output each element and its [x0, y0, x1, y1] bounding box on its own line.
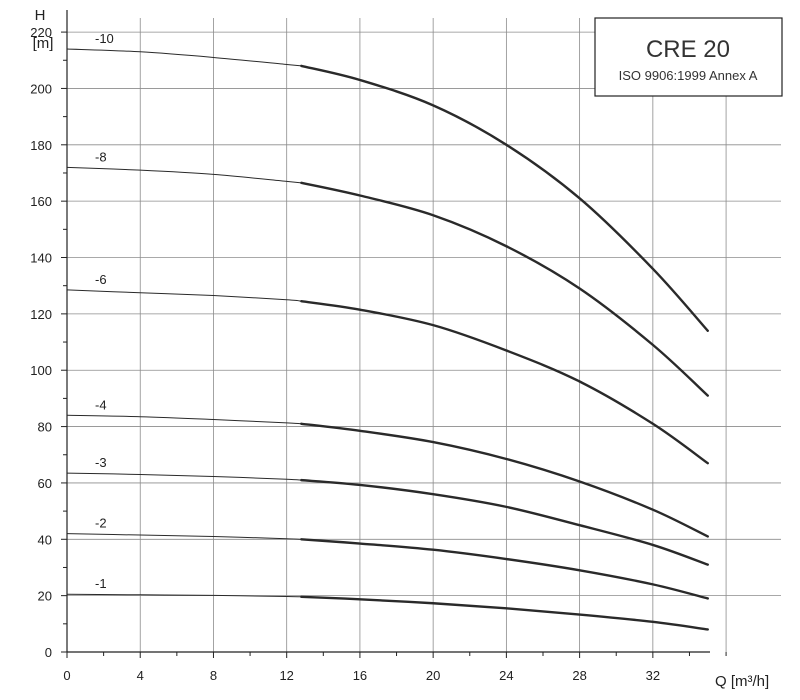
curve-label: -2: [95, 516, 107, 531]
curve-label: -4: [95, 397, 107, 412]
curve-label: -3: [95, 455, 107, 470]
y-tick-label: 40: [38, 532, 52, 547]
y-axis-unit: [m]: [33, 35, 54, 52]
curve-label: -6: [95, 272, 107, 287]
x-tick-label: 4: [137, 668, 144, 683]
y-tick-label: 180: [30, 138, 52, 153]
y-tick-label: 100: [30, 363, 52, 378]
x-axis-title: Q [m³/h]: [715, 673, 769, 690]
axes: H [m] Q [m³/h] 0 4 8 12 16 20 24 28 32 0 20 40 60 80 1…: [30, 7, 769, 690]
curves: -10 -8 -6 -4 -3 -2 -1: [66, 31, 709, 631]
y-tick-label: 120: [30, 307, 52, 322]
curve-line: [300, 478, 709, 566]
x-tick-label: 16: [353, 668, 367, 683]
y-tick-label: 200: [30, 81, 52, 96]
chart-title-box: CRE 20 ISO 9906:1999 Annex A: [594, 17, 783, 97]
grid: [67, 18, 781, 652]
y-tick-label: 60: [38, 476, 52, 491]
x-tick-label: 8: [210, 668, 217, 683]
curve-line-thin: [66, 472, 302, 481]
y-tick-label: 140: [30, 251, 52, 266]
x-tick-label: 0: [63, 668, 70, 683]
curve-label: -10: [95, 31, 114, 46]
y-tick-label: 220: [30, 25, 52, 40]
curve-label: -1: [95, 576, 107, 591]
curve-line: [300, 64, 709, 332]
curve-line-thin: [66, 289, 302, 302]
curve-line-thin: [66, 533, 302, 540]
y-tick-label: 160: [30, 194, 52, 209]
curve-line-thin: [66, 593, 302, 598]
curve-line: [300, 422, 709, 538]
curve-line: [300, 299, 709, 465]
chart-title: CRE 20: [646, 36, 730, 63]
curve-line: [300, 595, 709, 631]
x-tick-label: 32: [646, 668, 660, 683]
x-tick-label: 12: [279, 668, 293, 683]
curve-label: -8: [95, 149, 107, 164]
y-axis-title: H: [35, 7, 46, 24]
curve-line: [300, 181, 709, 397]
chart-subtitle: ISO 9906:1999 Annex A: [619, 68, 758, 83]
curve-line: [300, 538, 709, 600]
y-tick-label: 0: [45, 645, 52, 660]
curve-line-thin: [66, 414, 302, 425]
curve-line-thin: [66, 48, 302, 67]
x-tick-label: 20: [426, 668, 440, 683]
curve-line-thin: [66, 166, 302, 184]
y-tick-label: 80: [38, 420, 52, 435]
x-tick-label: 28: [572, 668, 586, 683]
x-tick-label: 24: [499, 668, 513, 683]
y-tick-label: 20: [38, 589, 52, 604]
title-box-frame: [594, 17, 783, 97]
